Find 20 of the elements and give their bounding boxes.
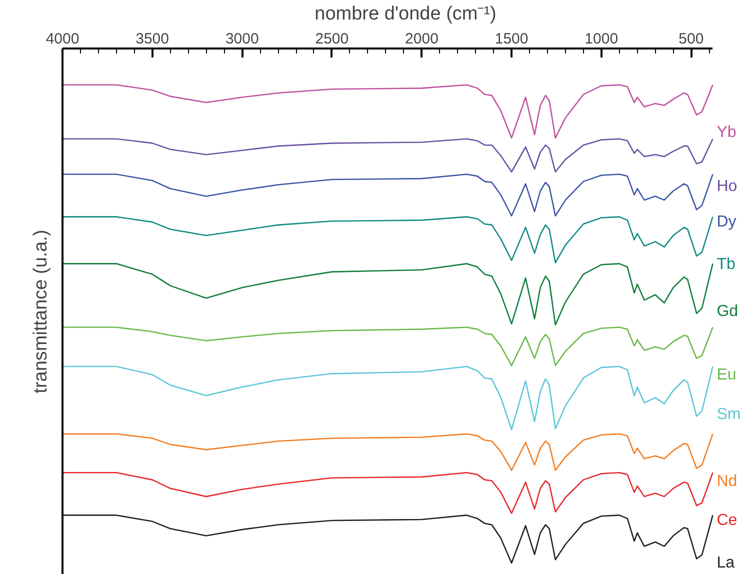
x-tick-label: 3500 [136, 30, 169, 48]
series-label: Ce [716, 512, 738, 529]
series-label: Tb [716, 256, 736, 274]
x-tick-label: 4000 [46, 30, 80, 48]
x-tick-label: 2500 [315, 30, 349, 48]
x-tick-label: 1500 [494, 30, 528, 48]
series-label: Gd [716, 303, 738, 320]
series-label: Dy [716, 214, 736, 231]
x-tick-label: 2000 [405, 30, 438, 48]
x-tick-label: 3000 [225, 30, 259, 48]
series-label: Yb [716, 124, 736, 142]
series-label: Ho [716, 178, 738, 196]
y-axis-title: transmittance (u.a.) [30, 230, 52, 394]
x-axis-title: nombre d'onde (cm⁻¹) [314, 4, 496, 24]
series-label: Eu [716, 366, 736, 384]
series-label: Sm [716, 406, 741, 423]
series-label: Nd [716, 473, 738, 490]
x-tick-label: 500 [678, 30, 704, 48]
x-tick-label: 1000 [584, 30, 618, 48]
series-label: La [716, 554, 735, 572]
